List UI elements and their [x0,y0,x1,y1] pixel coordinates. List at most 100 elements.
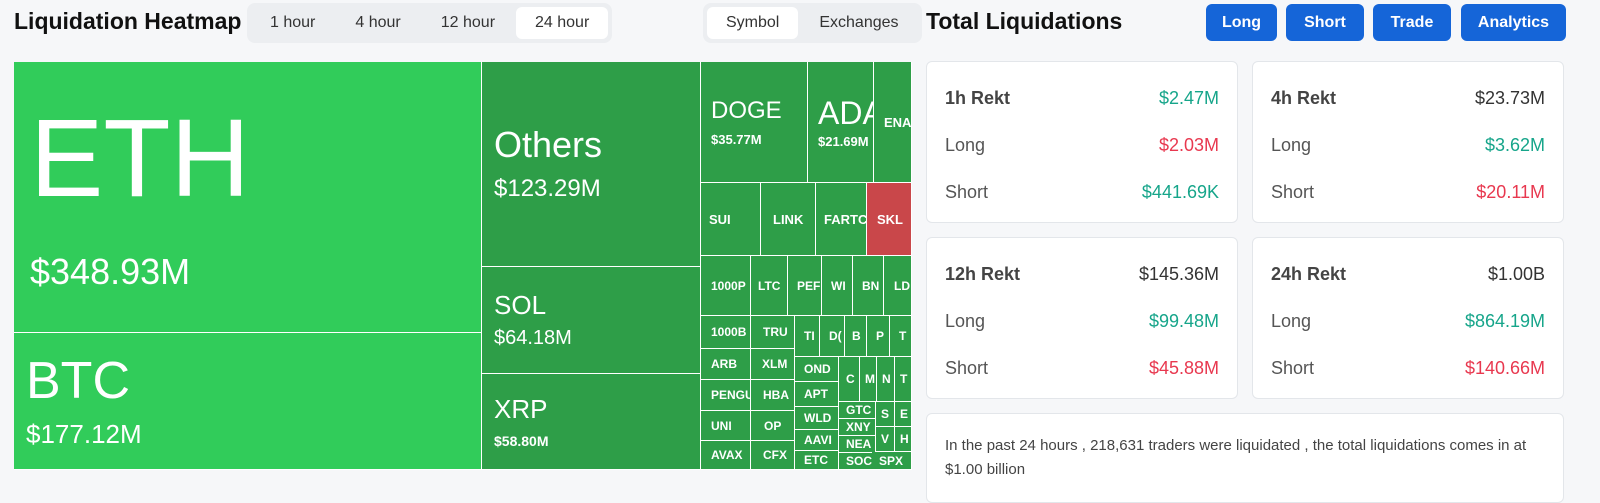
group-tab[interactable]: Symbol [707,7,799,39]
heatmap-tile[interactable]: CFX [751,441,795,470]
tile-label: D( [829,329,842,343]
card-total: $2.47M [1158,88,1219,108]
heatmap-tile[interactable]: BTC $177.12M [14,333,482,470]
heatmap-tile[interactable]: PENGU [701,380,751,411]
heatmap-tile[interactable]: XRP $58.80M [482,374,701,470]
time-tab[interactable]: 1 hour [270,14,316,31]
heatmap-tile[interactable]: ARB [701,349,751,380]
tile-value: $64.18M [494,327,572,349]
tile-label: AVAX [711,448,743,462]
row-label: Long [1271,311,1312,331]
card-row: Short $45.88M [945,358,1219,379]
card-title: 12h Rekt [945,264,1021,284]
heatmap-tile[interactable]: PEF [788,256,822,316]
tile-label: ETH [30,97,250,220]
card-total: $23.73M [1474,88,1545,108]
heatmap-tile[interactable]: AAVI [795,430,839,451]
heatmap-tile[interactable]: 1000B [701,316,751,349]
action-button[interactable]: Long [1206,4,1277,41]
heatmap-tile[interactable]: TI [795,316,820,357]
heatmap-tile[interactable]: V [876,427,895,452]
heatmap-tile[interactable]: WI [822,256,853,316]
heatmap-tile[interactable]: GTC [839,402,876,419]
card-row: Short $441.69K [945,182,1219,203]
heatmap-tile[interactable]: XNY [839,419,876,436]
tile-label: SOC [846,454,873,468]
heatmap-tile[interactable]: ENA [874,62,912,183]
heatmap-tile[interactable]: S [876,402,895,427]
heatmap-tile[interactable]: SKL [867,183,912,256]
tile-label: GTC [846,403,872,417]
heatmap-tile[interactable]: B [845,316,867,357]
time-tab[interactable]: 24 hour [516,7,609,39]
card-row: Long $99.48M [945,311,1219,332]
heatmap-tile[interactable]: NEA [839,436,876,453]
tile-label: TRU [763,325,788,339]
heatmap-tile[interactable]: SPX [872,452,912,470]
heatmap-tile[interactable]: 1000P [701,256,751,316]
heatmap-tile[interactable]: D( [820,316,845,357]
heatmap-tile[interactable]: SOL $64.18M [482,267,701,374]
tile-label: LD [894,278,910,293]
heatmap-tile[interactable]: ETH $348.93M [14,62,482,333]
heatmap-tile[interactable]: LD [884,256,912,316]
card-row: Long $864.19M [1271,311,1545,332]
tile-value: $348.93M [30,251,191,292]
tile-value: $177.12M [26,419,142,449]
tile-label: XRP [494,393,548,424]
heatmap-tile[interactable]: T [895,357,912,402]
heatmap-tile[interactable]: FARTC [816,183,867,256]
heatmap-tile[interactable]: SUI [701,183,761,256]
time-tab[interactable]: 4 hour [355,14,401,31]
heatmap-tile[interactable]: T [890,316,912,357]
heatmap-tile[interactable]: SOC [839,453,876,470]
heatmap-tile[interactable]: ETC [795,451,839,470]
row-label: Short [945,358,989,378]
heatmap-tile[interactable]: M [860,357,877,402]
tile-label: XNY [846,420,871,434]
heatmap-tile[interactable]: E [895,402,912,427]
tile-label: LINK [773,211,804,227]
heatmap-tile[interactable]: P [867,316,890,357]
page-title: Liquidation Heatmap [14,8,242,34]
time-tab[interactable]: 12 hour [440,14,496,31]
heatmap-tile[interactable]: OND [795,357,839,382]
heatmap-tile[interactable]: HBA [751,380,795,411]
heatmap-tile[interactable]: DOGE $35.77M [701,62,808,183]
tile-label: LTC [758,278,781,293]
tile-label: PEF [797,278,821,293]
heatmap-tile[interactable]: LTC [751,256,788,316]
heatmap-tile[interactable]: XLM [751,349,795,380]
heatmap-tile[interactable]: LINK [761,183,816,256]
heatmap-tile[interactable]: C [839,357,860,402]
heatmap-tile[interactable]: BN [853,256,884,316]
heatmap-tile[interactable]: Others $123.29M [482,62,701,267]
tile-label: SUI [709,211,731,227]
tile-label: B [852,329,861,343]
tile-value: $21.69M [818,133,869,149]
group-tab[interactable]: Exchanges [819,14,899,31]
heatmap-tile[interactable]: APT [795,382,839,407]
heatmap-tile[interactable]: OP [751,411,795,441]
card-total: $1.00B [1487,264,1545,284]
card-row: Long $2.03M [945,135,1219,156]
card-row: Long $3.62M [1271,135,1545,156]
heatmap-tile[interactable]: UNI [701,411,751,441]
action-button[interactable]: Trade [1373,4,1451,41]
tile-value: $58.80M [494,432,549,449]
action-button[interactable]: Analytics [1461,4,1566,41]
row-value: $3.62M [1484,135,1545,155]
group-tabs: Symbol Exchanges [703,3,922,43]
tile-label: SOL [494,290,547,320]
heatmap-tile[interactable]: N [877,357,895,402]
heatmap-tile[interactable]: H [895,427,912,452]
row-value: $20.11M [1476,182,1545,202]
heatmap-tile[interactable]: ADA $21.69M [808,62,874,183]
tile-label: S [881,407,890,421]
heatmap-tile[interactable]: AVAX [701,441,751,470]
heatmap-tile[interactable]: WLD [795,407,839,430]
heatmap-tile[interactable]: TRU [751,316,795,349]
action-button[interactable]: Short [1286,4,1364,41]
totals-title: Total Liquidations [926,8,1123,34]
card-header: 24h Rekt $1.00B [1271,264,1545,285]
